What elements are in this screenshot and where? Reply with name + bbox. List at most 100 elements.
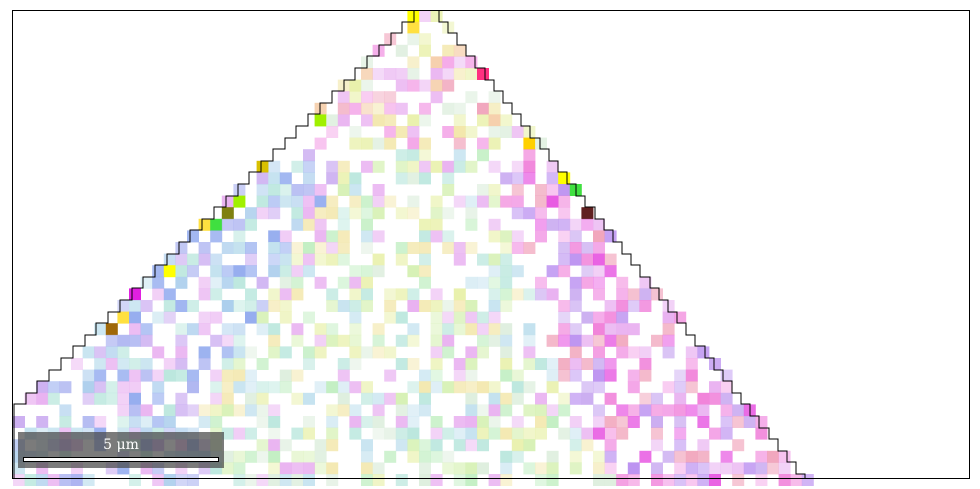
map-pixel: [291, 462, 304, 475]
map-pixel: [662, 474, 675, 486]
map-pixel: [59, 474, 72, 486]
map-pixel: [709, 462, 721, 475]
map-pixel: [349, 137, 362, 150]
map-pixel: [24, 474, 37, 486]
map-pixel: [245, 242, 257, 254]
map-pixel: [442, 230, 455, 243]
map-pixel: [198, 242, 211, 254]
map-pixel: [407, 427, 420, 440]
map-pixel: [430, 427, 443, 440]
map-pixel: [558, 311, 571, 324]
map-pixel: [256, 311, 269, 324]
map-pixel: [152, 474, 165, 486]
map-pixel: [198, 358, 211, 370]
map-pixel: [279, 300, 292, 312]
map-pixel: [233, 195, 246, 208]
map-pixel: [395, 311, 408, 324]
map-pixel: [697, 462, 710, 475]
map-pixel: [71, 474, 83, 486]
map-pixel: [326, 323, 339, 336]
map-pixel: [593, 265, 605, 278]
map-pixel: [523, 427, 536, 440]
map-pixel: [558, 300, 571, 312]
map-pixel: [395, 288, 408, 301]
map-pixel: [372, 427, 385, 440]
map-pixel: [221, 218, 234, 231]
map-pixel: [372, 323, 385, 336]
map-pixel: [175, 276, 188, 289]
map-pixel: [442, 172, 455, 185]
map-pixel: [639, 404, 652, 417]
map-pixel: [303, 346, 315, 359]
map-pixel: [361, 276, 373, 289]
map-pixel: [314, 207, 327, 220]
map-pixel: [535, 392, 547, 405]
map-pixel: [407, 416, 420, 428]
map-pixel: [778, 450, 791, 463]
map-pixel: [198, 346, 211, 359]
map-pixel: [477, 346, 489, 359]
map-pixel: [349, 91, 362, 104]
map-pixel: [279, 369, 292, 382]
map-pixel: [593, 218, 605, 231]
map-pixel: [627, 346, 640, 359]
map-pixel: [593, 450, 605, 463]
map-pixel: [361, 300, 373, 312]
map-pixel: [129, 416, 141, 428]
map-pixel: [546, 381, 559, 394]
map-pixel: [279, 230, 292, 243]
map-pixel: [616, 416, 629, 428]
map-pixel: [117, 369, 130, 382]
map-pixel: [616, 427, 629, 440]
map-pixel: [210, 253, 223, 266]
map-pixel: [245, 311, 257, 324]
map-pixel: [268, 300, 281, 312]
map-pixel: [465, 68, 478, 80]
map-pixel: [279, 276, 292, 289]
map-pixel: [604, 265, 617, 278]
map-pixel: [581, 392, 594, 405]
map-pixel: [535, 184, 547, 196]
map-pixel: [430, 346, 443, 359]
map-pixel: [430, 195, 443, 208]
map-pixel: [546, 358, 559, 370]
map-pixel: [36, 474, 49, 486]
map-pixel: [314, 462, 327, 475]
map-pixel: [465, 381, 478, 394]
map-pixel: [558, 265, 571, 278]
map-pixel: [488, 253, 501, 266]
map-pixel: [511, 160, 524, 173]
map-pixel: [511, 439, 524, 452]
map-pixel: [546, 369, 559, 382]
map-pixel: [372, 91, 385, 104]
map-pixel: [233, 346, 246, 359]
map-pixel: [256, 207, 269, 220]
map-pixel: [674, 404, 687, 417]
map-pixel: [372, 184, 385, 196]
map-pixel: [465, 474, 478, 486]
map-pixel: [500, 276, 513, 289]
map-pixel: [523, 346, 536, 359]
map-pixel: [558, 195, 571, 208]
map-pixel: [616, 311, 629, 324]
map-pixel: [384, 126, 397, 138]
map-pixel: [395, 79, 408, 92]
map-pixel: [268, 439, 281, 452]
map-pixel: [732, 462, 745, 475]
map-pixel: [720, 381, 733, 394]
map-pixel: [198, 311, 211, 324]
map-pixel: [105, 346, 118, 359]
map-pixel: [500, 300, 513, 312]
map-pixel: [221, 195, 234, 208]
map-pixel: [314, 218, 327, 231]
map-pixel: [349, 195, 362, 208]
map-pixel: [523, 323, 536, 336]
map-pixel: [535, 276, 547, 289]
map-pixel: [488, 160, 501, 173]
map-pixel: [384, 68, 397, 80]
map-pixel: [337, 218, 350, 231]
map-pixel: [198, 404, 211, 417]
map-pixel: [140, 369, 153, 382]
map-pixel: [453, 311, 466, 324]
map-pixel: [419, 33, 431, 46]
